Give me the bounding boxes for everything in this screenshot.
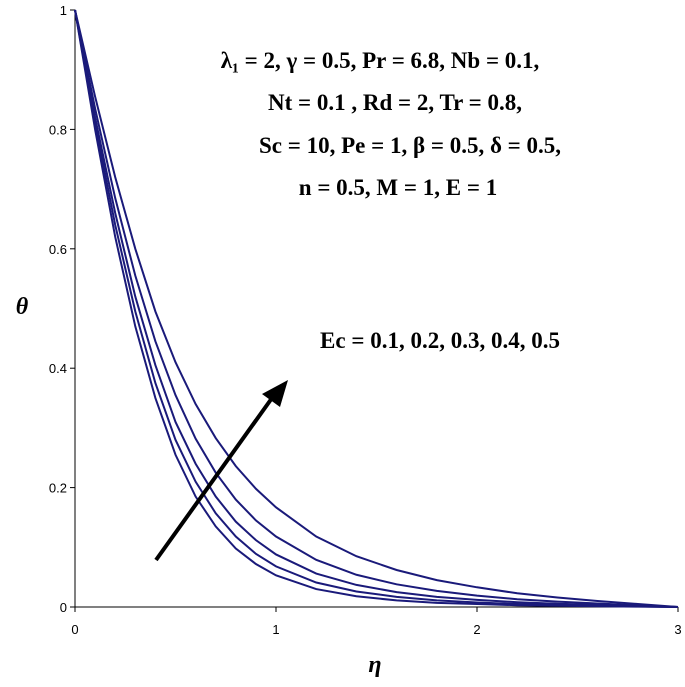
x-axis-title: η <box>368 652 381 678</box>
series-line-3 <box>74 9 679 608</box>
x-tick-label: 2 <box>473 622 480 637</box>
y-tick-label: 0.8 <box>49 122 67 137</box>
series-line-4 <box>74 9 679 608</box>
parameter-annotation: λ₁ = 2, γ = 0.5, Pr = 6.8, Nb = 0.1, Nt … <box>221 48 561 200</box>
x-tick-label: 0 <box>71 622 78 637</box>
series-line-2 <box>74 9 679 608</box>
parameter-line-4: n = 0.5, M = 1, E = 1 <box>299 175 497 200</box>
x-tick-label: 1 <box>272 622 279 637</box>
trend-arrow-shaft <box>154 396 274 562</box>
parameter-line-1: λ₁ = 2, γ = 0.5, Pr = 6.8, Nb = 0.1, <box>221 48 540 73</box>
series-line-5 <box>74 9 679 608</box>
trend-arrow <box>154 380 288 562</box>
parameter-line-3: Sc = 10, Pe = 1, β = 0.5, δ = 0.5, <box>259 133 561 158</box>
y-axis-title: θ <box>16 294 29 320</box>
y-tick-label: 0.2 <box>49 481 67 496</box>
trend-arrow-head <box>262 380 288 407</box>
y-tick-label: 0.4 <box>49 361 67 376</box>
y-tick-label: 1 <box>60 3 67 18</box>
x-ticks: 0 1 2 3 <box>71 607 682 637</box>
parameter-line-2: Nt = 0.1 , Rd = 2, Tr = 0.8, <box>268 90 522 115</box>
y-tick-label: 0.6 <box>49 242 67 257</box>
y-ticks: 0 0.2 0.4 0.6 0.8 1 <box>49 3 75 615</box>
trend-label: Ec = 0.1, 0.2, 0.3, 0.4, 0.5 <box>320 328 560 353</box>
y-tick-label: 0 <box>60 600 67 615</box>
x-tick-label: 3 <box>674 622 681 637</box>
series-group <box>74 9 679 608</box>
